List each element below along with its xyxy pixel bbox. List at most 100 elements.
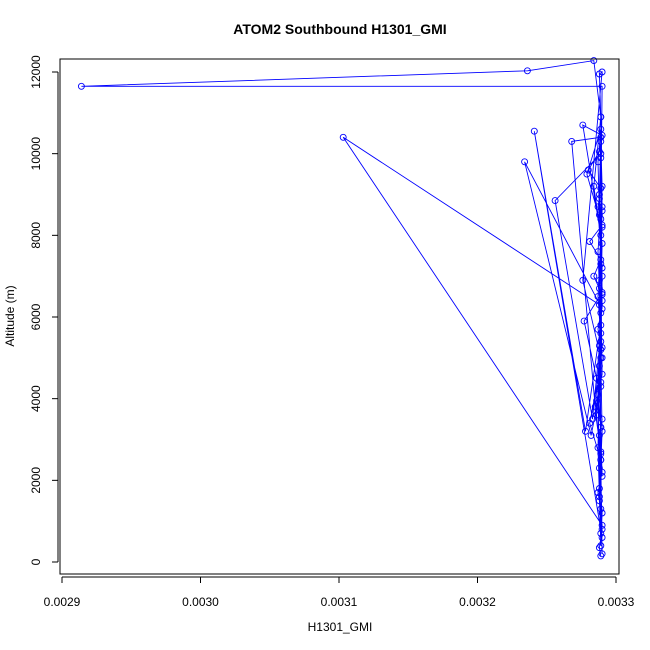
data-point xyxy=(597,329,605,337)
data-point xyxy=(597,505,605,513)
data-point xyxy=(597,113,605,121)
data-point xyxy=(597,382,605,390)
data-point xyxy=(597,150,605,158)
data-point xyxy=(597,321,605,329)
data-point xyxy=(594,489,602,497)
data-point xyxy=(591,407,599,415)
data-point xyxy=(595,211,603,219)
data-point xyxy=(594,293,602,301)
data-point xyxy=(595,342,603,350)
data-point xyxy=(598,68,606,76)
data-point xyxy=(579,121,587,129)
data-point xyxy=(595,485,603,492)
data-point xyxy=(598,182,606,190)
data-point xyxy=(595,464,603,472)
data-point xyxy=(568,137,576,145)
data-point xyxy=(597,456,605,464)
data-point xyxy=(597,529,605,537)
data-point xyxy=(598,82,606,90)
y-axis-label: Altitude (m) xyxy=(3,285,17,346)
x-tick-label: 0.0031 xyxy=(321,595,358,609)
y-tick-label: 4000 xyxy=(29,385,43,412)
data-point xyxy=(598,525,606,533)
data-point xyxy=(598,509,606,517)
data-point xyxy=(339,133,347,141)
data-point xyxy=(595,362,603,370)
data-point xyxy=(595,544,603,552)
x-tick-label: 0.0033 xyxy=(598,595,635,609)
data-point xyxy=(77,82,85,90)
x-axis-label: H1301_GMI xyxy=(308,620,373,634)
y-tick-label: 2000 xyxy=(29,467,43,494)
data-point xyxy=(594,203,602,211)
y-tick-label: 8000 xyxy=(29,222,43,249)
data-point xyxy=(598,264,606,272)
data-point xyxy=(598,534,606,541)
data-point xyxy=(579,276,587,284)
data-point xyxy=(583,170,591,178)
data-point xyxy=(584,166,592,174)
data-point xyxy=(598,370,606,378)
data-point xyxy=(594,248,602,256)
data-point xyxy=(521,158,529,166)
data-point xyxy=(594,444,602,452)
data-point xyxy=(598,415,606,423)
data-point xyxy=(598,289,606,296)
data-point xyxy=(597,542,605,550)
data-point xyxy=(586,238,594,245)
data-point xyxy=(597,125,605,133)
y-tick-label: 12000 xyxy=(29,55,43,89)
x-tick-label: 0.0032 xyxy=(459,595,496,609)
data-point xyxy=(598,472,606,480)
x-tick-label: 0.0029 xyxy=(44,595,81,609)
data-point xyxy=(595,191,603,198)
y-axis: 0 2000 4000 6000 8000 10000 12000 xyxy=(29,55,59,565)
data-point xyxy=(530,127,538,135)
data-point xyxy=(590,182,598,190)
data-point xyxy=(597,354,605,362)
data-point xyxy=(597,215,605,223)
plot-series xyxy=(77,57,606,560)
data-point xyxy=(595,493,603,501)
data-point xyxy=(598,305,606,313)
data-point xyxy=(597,423,605,431)
data-point xyxy=(523,67,531,75)
chart-title: ATOM2 Southbound H1301_GMI xyxy=(233,21,446,37)
y-tick-label: 6000 xyxy=(29,303,43,330)
data-point xyxy=(590,57,598,65)
data-point xyxy=(597,137,605,145)
data-point xyxy=(597,346,605,354)
data-point xyxy=(595,148,603,156)
data-point xyxy=(591,403,599,411)
data-point xyxy=(580,317,588,325)
y-tick-label: 10000 xyxy=(29,137,43,171)
data-point xyxy=(597,378,605,386)
data-point xyxy=(598,427,606,435)
data-point xyxy=(598,297,606,305)
data-point xyxy=(598,203,606,211)
x-axis: 0.0029 0.0030 0.0031 0.0032 0.0033 xyxy=(44,576,635,609)
data-point xyxy=(597,256,605,264)
data-point xyxy=(598,223,606,231)
data-point xyxy=(597,133,605,141)
y-tick-label: 0 xyxy=(29,558,43,565)
data-point xyxy=(598,550,606,558)
data-point xyxy=(551,197,559,205)
data-point xyxy=(598,240,606,247)
data-point xyxy=(597,309,605,317)
data-point xyxy=(597,260,605,268)
data-point xyxy=(598,272,606,280)
data-point xyxy=(590,272,598,280)
x-tick-label: 0.0030 xyxy=(182,595,219,609)
data-point xyxy=(597,231,605,239)
data-point xyxy=(598,521,606,529)
data-point xyxy=(597,338,605,345)
data-point xyxy=(582,427,589,435)
data-point xyxy=(597,154,605,162)
plot-frame xyxy=(59,58,620,575)
data-point xyxy=(589,415,596,423)
data-point xyxy=(594,391,602,399)
data-point xyxy=(593,411,601,419)
data-point xyxy=(595,497,603,505)
